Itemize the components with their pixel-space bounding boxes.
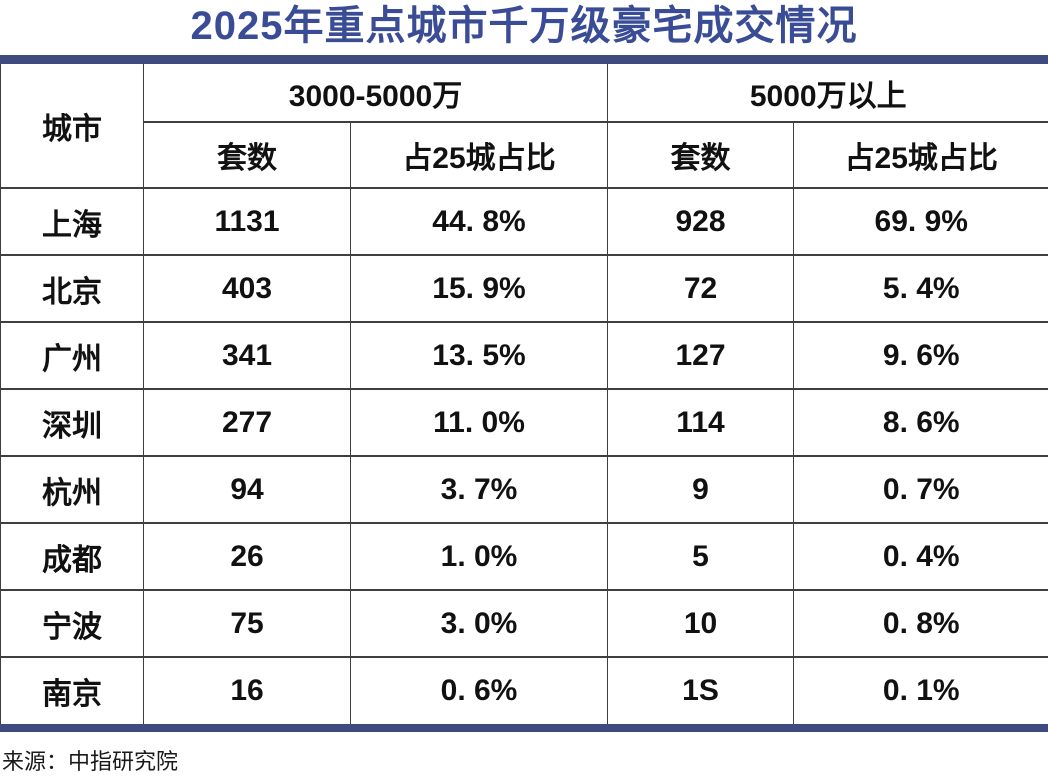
- cell-share-5000-plus: 0. 4%: [793, 522, 1048, 590]
- page-title: 2025年重点城市千万级豪宅成交情况: [190, 4, 858, 48]
- cell-units-3000-5000: 26: [143, 522, 351, 590]
- cell-share-5000-plus: 69. 9%: [793, 187, 1048, 255]
- cell-units-3000-5000: 16: [143, 656, 351, 724]
- table-header: 城市 3000-5000万 5000万以上 套数 占25城占比 套数 占25城占…: [0, 64, 1048, 188]
- cell-city: 南京: [0, 656, 144, 724]
- cell-share-5000-plus: 8. 6%: [793, 388, 1048, 456]
- cell-units-5000-plus: 114: [607, 388, 794, 456]
- table-row: 成都 26 1. 0% 5 0. 4%: [0, 522, 1048, 590]
- header-group-row: 城市 3000-5000万 5000万以上: [0, 64, 1048, 188]
- cell-share-3000-5000: 11. 0%: [350, 388, 608, 456]
- source-note: 来源：中指研究院: [2, 749, 179, 774]
- col-header-units-5000-plus: 套数: [607, 121, 794, 188]
- cell-share-3000-5000: 0. 6%: [350, 656, 608, 724]
- cell-units-5000-plus: 928: [607, 187, 794, 255]
- cell-units-5000-plus: 5: [607, 522, 794, 590]
- cell-share-5000-plus: 0. 1%: [793, 656, 1048, 724]
- col-group-3000-5000: 3000-5000万: [143, 64, 608, 122]
- cell-city: 广州: [0, 321, 144, 389]
- cell-city: 北京: [0, 254, 144, 322]
- bottom-divider-bar: [0, 724, 1048, 732]
- table-row: 深圳 277 11. 0% 114 8. 6%: [0, 388, 1048, 456]
- cell-share-5000-plus: 0. 8%: [793, 589, 1048, 657]
- cell-share-3000-5000: 3. 0%: [350, 589, 608, 657]
- table-row: 广州 341 13. 5% 127 9. 6%: [0, 321, 1048, 389]
- cell-units-5000-plus: 10: [607, 589, 794, 657]
- top-divider-bar: [0, 55, 1048, 64]
- cell-units-3000-5000: 75: [143, 589, 351, 657]
- cell-units-3000-5000: 277: [143, 388, 351, 456]
- cell-city: 上海: [0, 187, 144, 255]
- cell-share-3000-5000: 13. 5%: [350, 321, 608, 389]
- cell-city: 宁波: [0, 589, 144, 657]
- cell-units-5000-plus: 1S: [607, 656, 794, 724]
- cell-units-3000-5000: 403: [143, 254, 351, 322]
- col-header-city: 城市: [0, 64, 144, 188]
- header-sub-row: 套数 占25城占比 套数 占25城占比: [1, 121, 1048, 188]
- cell-share-5000-plus: 5. 4%: [793, 254, 1048, 322]
- cell-city: 成都: [0, 522, 144, 590]
- cell-share-3000-5000: 1. 0%: [350, 522, 608, 590]
- table-row: 南京 16 0. 6% 1S 0. 1%: [0, 656, 1048, 724]
- table-row: 宁波 75 3. 0% 10 0. 8%: [0, 589, 1048, 657]
- cell-share-3000-5000: 44. 8%: [350, 187, 608, 255]
- cell-share-3000-5000: 3. 7%: [350, 455, 608, 523]
- cell-units-3000-5000: 341: [143, 321, 351, 389]
- cell-share-5000-plus: 0. 7%: [793, 455, 1048, 523]
- col-header-share-5000-plus: 占25城占比: [793, 121, 1048, 188]
- cell-share-5000-plus: 9. 6%: [793, 321, 1048, 389]
- table-row: 北京 403 15. 9% 72 5. 4%: [0, 254, 1048, 322]
- cell-units-3000-5000: 1131: [143, 187, 351, 255]
- col-group-5000-plus: 5000万以上: [607, 64, 1048, 122]
- cell-units-5000-plus: 127: [607, 321, 794, 389]
- cell-city: 杭州: [0, 455, 144, 523]
- cell-units-5000-plus: 9: [607, 455, 794, 523]
- luxury-home-sales-table: 城市 3000-5000万 5000万以上 套数 占25城占比 套数 占25城占…: [0, 64, 1048, 724]
- table-body: 上海 1131 44. 8% 928 69. 9% 北京 403 15. 9% …: [0, 187, 1048, 724]
- col-header-units-3000-5000: 套数: [143, 121, 351, 188]
- cell-share-3000-5000: 15. 9%: [350, 254, 608, 322]
- cell-city: 深圳: [0, 388, 144, 456]
- cell-units-3000-5000: 94: [143, 455, 351, 523]
- table-row: 上海 1131 44. 8% 928 69. 9%: [0, 187, 1048, 255]
- table-row: 杭州 94 3. 7% 9 0. 7%: [0, 455, 1048, 523]
- cell-units-5000-plus: 72: [607, 254, 794, 322]
- col-header-share-3000-5000: 占25城占比: [350, 121, 608, 188]
